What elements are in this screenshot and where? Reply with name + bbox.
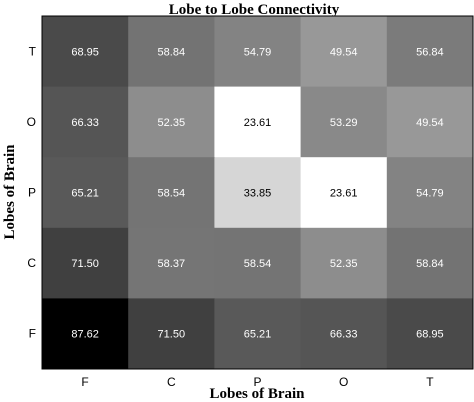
cell-value-label: 56.84 [416, 46, 444, 58]
heatmap-cell-P-O [300, 157, 388, 229]
cell-value-label: 54.79 [244, 46, 272, 58]
heatmap-cell-P-F [42, 157, 129, 229]
cell-value-label: 71.50 [158, 329, 186, 341]
y-tick-label-F: F [29, 327, 36, 341]
heatmap-cell-F-T [386, 298, 474, 370]
y-tick-label-C: C [27, 256, 36, 270]
chart-title: Lobe to Lobe Connectivity [169, 2, 340, 18]
x-tick-label-F: F [81, 375, 88, 389]
heatmap-cell-O-T [386, 86, 474, 158]
cell-value-label: 54.79 [416, 188, 444, 200]
cell-value-label: 58.84 [158, 46, 186, 58]
cell-value-label: 58.54 [244, 258, 272, 270]
heatmap-cell-F-F [42, 298, 129, 370]
heatmap-cell-P-C [128, 157, 215, 229]
plot-frame [41, 15, 474, 370]
heatmap-cell-P-T [386, 157, 474, 229]
x-tick-label-O: O [339, 375, 348, 389]
cell-value-label: 52.35 [330, 258, 358, 270]
heatmap-cell-C-P [214, 227, 302, 299]
heatmap-cell-C-C [128, 227, 215, 299]
heatmap-cell-C-O [300, 227, 388, 299]
cell-value-label: 52.35 [158, 117, 186, 129]
heatmap-cell-T-P [214, 16, 302, 88]
y-tick-label-T: T [29, 44, 37, 58]
heatmap-cell-O-O [300, 86, 388, 158]
heatmap-cell-T-F [42, 16, 129, 88]
cell-value-label: 87.62 [71, 329, 99, 341]
heatmap-cells: 68.95 58.84 54.79 49.54 56.84 66.33 52.35 23.61… [42, 16, 474, 370]
x-axis-label: Lobes of Brain [209, 386, 305, 402]
heatmap-cell-F-O [300, 298, 388, 370]
y-axis-label: Lobes of Brain [2, 144, 18, 240]
x-tick-label-P: P [253, 375, 261, 389]
y-tick-label-O: O [27, 115, 36, 129]
cell-value-label: 65.21 [71, 188, 99, 200]
heatmap-cell-C-T [386, 227, 474, 299]
heatmap-cell-F-P [214, 298, 302, 370]
cell-value-label: 58.37 [158, 258, 186, 270]
cell-value-label: 58.54 [158, 188, 186, 200]
heatmap-cell-P-P [214, 157, 302, 229]
cell-value-label: 68.95 [71, 46, 99, 58]
heatmap-cell-O-C [128, 86, 215, 158]
cell-value-label: 23.61 [330, 188, 358, 200]
cell-value-label: 49.54 [416, 117, 444, 129]
cell-value-label: 49.54 [330, 46, 358, 58]
heatmap-cell-T-T [386, 16, 474, 88]
y-tick-label-P: P [28, 186, 36, 200]
cell-value-label: 23.61 [244, 117, 272, 129]
x-tick-label-C: C [167, 375, 176, 389]
cell-value-label: 66.33 [71, 117, 99, 129]
axis-ticks: F C P O T T O P C F [27, 44, 435, 389]
heatmap-cell-O-P [214, 86, 302, 158]
heatmap-cell-T-C [128, 16, 215, 88]
heatmap-cell-T-O [300, 16, 388, 88]
cell-value-label: 68.95 [416, 329, 444, 341]
cell-value-label: 53.29 [330, 117, 358, 129]
cell-value-label: 71.50 [71, 258, 99, 270]
cell-value-label: 58.84 [416, 258, 444, 270]
cell-value-label: 33.85 [244, 188, 272, 200]
heatmap-cell-C-F [42, 227, 129, 299]
heatmap-cell-F-C [128, 298, 215, 370]
heatmap-cell-O-F [42, 86, 129, 158]
cell-value-label: 66.33 [330, 329, 358, 341]
cell-value-label: 65.21 [244, 329, 272, 341]
x-tick-label-T: T [426, 375, 434, 389]
